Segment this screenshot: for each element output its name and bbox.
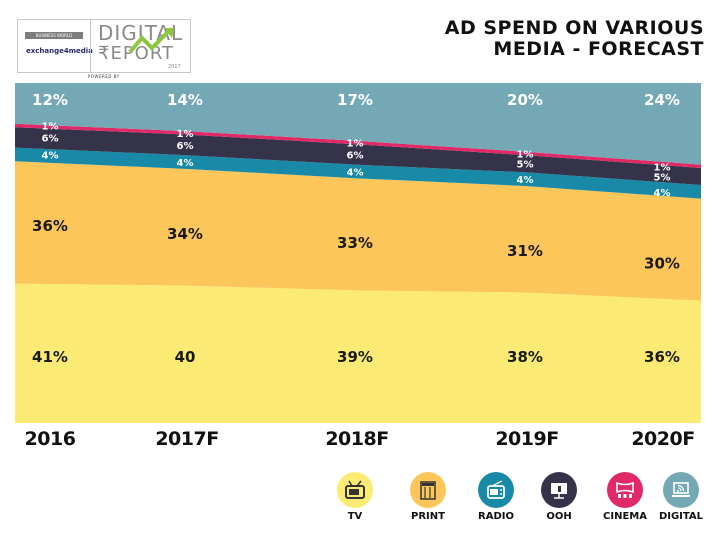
data-label-print: 34% [167, 225, 203, 243]
exchange4media-logo: exchange4media [26, 47, 93, 55]
network-label: BUSINESS WORLD NETWORK [25, 32, 83, 45]
data-label-tv: 36% [644, 348, 680, 366]
laptop-wifi-icon [663, 472, 699, 508]
legend-label: DIGITAL [658, 511, 704, 522]
legend-label: RADIO [478, 511, 514, 522]
data-label-digital: 20% [507, 91, 543, 109]
data-label-tv: 38% [507, 348, 543, 366]
cinema-screen-icon [607, 472, 643, 508]
logo-divider [90, 20, 91, 72]
area-cinema [15, 123, 701, 168]
legend-item-digital: DIGITAL [651, 472, 711, 522]
data-label-cinema: 1% [654, 162, 671, 173]
data-label-digital: 24% [644, 91, 680, 109]
data-label-radio: 4% [42, 150, 59, 161]
data-label-print: 31% [507, 242, 543, 260]
data-label-digital: 14% [167, 91, 203, 109]
radio-icon [478, 472, 514, 508]
data-label-tv: 40 [175, 348, 196, 366]
data-label-cinema: 1% [347, 139, 364, 150]
data-label-ooh: 5% [517, 160, 534, 171]
data-label-tv: 41% [32, 348, 68, 366]
data-label-cinema: 1% [42, 122, 59, 133]
digital-report-logo: BUSINESS WORLD NETWORK exchange4media DI… [17, 19, 191, 73]
legend-item-print: PRINT [398, 472, 458, 522]
legend-label: TV [347, 511, 363, 522]
data-label-digital: 12% [32, 91, 68, 109]
billboard-icon [541, 472, 577, 508]
data-label-cinema: 1% [517, 149, 534, 160]
area-ooh [15, 127, 701, 185]
data-label-print: 30% [644, 255, 680, 273]
area-print [15, 161, 701, 301]
data-label-ooh: 6% [177, 141, 194, 152]
data-label-ooh: 6% [42, 133, 59, 144]
legend-label: CINEMA [603, 511, 647, 522]
area-digital [15, 83, 701, 165]
data-label-print: 36% [32, 217, 68, 235]
area-layers [15, 83, 701, 423]
data-label-print: 33% [337, 234, 373, 252]
data-labels: 41% 40 39% 38% 36% 36% 34% 33% 31% 30% 4% 4% 4% 4% 4% 6… [32, 91, 680, 366]
data-label-tv: 39% [337, 348, 373, 366]
legend-item-tv: TV [325, 472, 385, 522]
title-line-1: AD SPEND ON VARIOUS [444, 17, 704, 39]
area-tv [15, 283, 701, 423]
x-tick-label: 2019F [495, 428, 559, 450]
x-tick-label: 2016 [24, 428, 76, 450]
legend-label: PRINT [411, 511, 445, 522]
data-label-radio: 4% [347, 167, 364, 178]
legend-item-cinema: CINEMA [595, 472, 655, 522]
data-label-radio: 4% [654, 188, 671, 199]
x-tick-label: 2018F [325, 428, 389, 450]
x-tick-label: 2017F [155, 428, 219, 450]
logo-year: 2017 [168, 64, 181, 70]
data-label-cinema: 1% [177, 129, 194, 140]
legend-item-radio: RADIO [466, 472, 526, 522]
data-label-ooh: 6% [347, 150, 364, 161]
area-radio [15, 147, 701, 199]
legend-item-ooh: OOH [529, 472, 589, 522]
newspaper-icon [410, 472, 446, 508]
trend-arrow-icon [128, 28, 174, 54]
tv-icon [337, 472, 373, 508]
data-label-radio: 4% [177, 158, 194, 169]
legend-label: OOH [546, 511, 572, 522]
data-label-digital: 17% [337, 91, 373, 109]
title-line-2: MEDIA - FORECAST [493, 38, 704, 60]
powered-by-label: POWERED BY [88, 74, 120, 79]
data-label-ooh: 5% [654, 173, 671, 184]
data-label-radio: 4% [517, 175, 534, 186]
chart-title: AD SPEND ON VARIOUS MEDIA - FORECAST [445, 18, 704, 60]
x-tick-label: 2020F [631, 428, 695, 450]
